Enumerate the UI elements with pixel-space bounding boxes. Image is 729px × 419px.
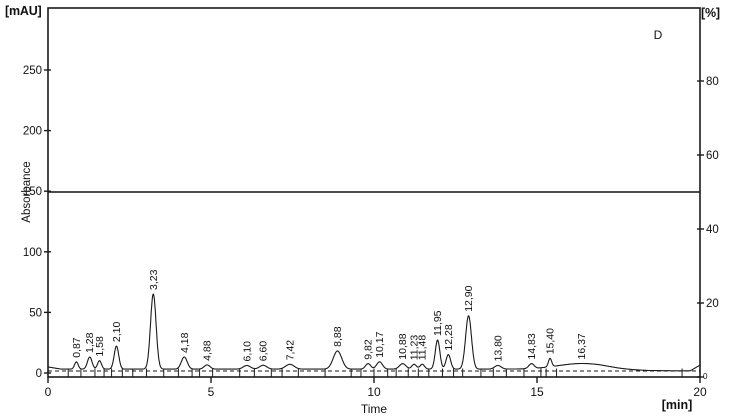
right-axis-tick-label: 0 bbox=[703, 372, 708, 381]
peak-label: 9,82 bbox=[363, 339, 375, 360]
right-axis-ticks: 0 20 40 60 80 bbox=[697, 76, 719, 381]
x-axis-title: Time bbox=[360, 402, 388, 416]
right-axis-tick-label: 60 bbox=[706, 150, 719, 162]
peak-label: 7,42 bbox=[284, 340, 296, 361]
peak-label: 16,37 bbox=[576, 333, 588, 359]
left-axis-tick-label: 0 bbox=[36, 368, 42, 380]
peak-label: 11,23 bbox=[409, 335, 421, 361]
left-axis-tick-label: 50 bbox=[29, 307, 42, 319]
left-axis-tick-label: 250 bbox=[23, 65, 42, 77]
channel-annotation: D bbox=[653, 28, 663, 42]
left-axis-tick-label: 100 bbox=[23, 247, 42, 259]
right-axis-tick-label: 20 bbox=[706, 298, 719, 310]
left-axis-ticks: 0 50 100 150 200 250 bbox=[23, 65, 51, 380]
peak-label: 4,88 bbox=[202, 340, 214, 361]
peak-label: 0,87 bbox=[71, 337, 83, 358]
peak-label: 11,95 bbox=[432, 310, 444, 336]
peak-label: 1,58 bbox=[94, 336, 106, 357]
right-axis-unit-label: [%] bbox=[701, 6, 720, 20]
peak-label: 4,18 bbox=[179, 332, 191, 353]
x-axis-unit-label: [min] bbox=[661, 398, 693, 412]
peak-label: 15,40 bbox=[545, 328, 557, 354]
peak-label: 10,88 bbox=[397, 333, 409, 359]
peak-label: 14,83 bbox=[526, 333, 538, 359]
peak-label: 3,23 bbox=[148, 269, 160, 290]
y-axis-title: Absorbance bbox=[21, 161, 33, 223]
x-axis-ticks: 0 5 10 15 20 bbox=[45, 377, 707, 399]
left-axis-unit-label: [mAU] bbox=[5, 4, 42, 18]
x-axis-tick-label: 0 bbox=[45, 385, 52, 399]
peak-label: 1,28 bbox=[84, 332, 96, 353]
integration-tick-marks bbox=[67, 368, 683, 377]
x-axis-tick-label: 20 bbox=[693, 385, 707, 399]
peak-label: 11,48 bbox=[417, 335, 429, 361]
peak-label: 8,88 bbox=[332, 326, 344, 347]
x-axis-tick-label: 15 bbox=[530, 385, 544, 399]
peak-label: 6,60 bbox=[258, 341, 270, 362]
peak-label: 2,10 bbox=[111, 322, 123, 343]
x-axis-tick-label: 5 bbox=[208, 385, 215, 399]
right-axis-tick-label: 40 bbox=[706, 224, 719, 236]
left-axis-tick-label: 150 bbox=[23, 186, 42, 198]
chromatogram-trace bbox=[47, 293, 701, 372]
x-axis-tick-label: 10 bbox=[367, 385, 381, 399]
peak-label: 12,28 bbox=[443, 324, 455, 350]
right-axis-tick-label: 80 bbox=[706, 76, 719, 88]
left-axis-tick-label: 200 bbox=[23, 126, 42, 138]
peak-label: 12,90 bbox=[463, 285, 475, 311]
peak-labels: 0,87 1,281,58 2,10 3,23 4,18 4,88 6,10 6,60 7,42… bbox=[71, 269, 588, 361]
peak-label: 6,10 bbox=[241, 341, 253, 362]
peak-label: 10,17 bbox=[374, 331, 386, 357]
peak-label: 13,80 bbox=[492, 335, 504, 361]
